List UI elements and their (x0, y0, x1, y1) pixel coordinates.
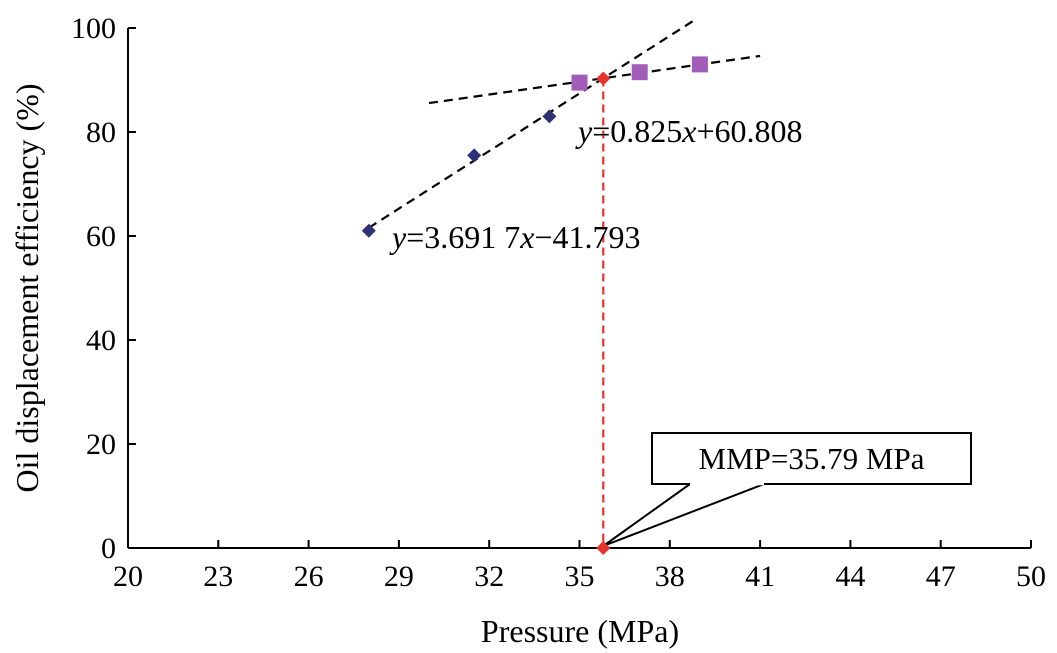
x-tick-label: 38 (655, 560, 685, 593)
y-tick-label: 100 (71, 12, 116, 45)
y-tick-label: 80 (86, 116, 116, 149)
mmp-callout-box (651, 432, 972, 485)
x-tick-label: 26 (294, 560, 324, 593)
y-tick-label: 60 (86, 220, 116, 253)
mmp-callout-pointer (602, 483, 765, 547)
fit-1-coef: =3.691 7 (406, 219, 520, 255)
mmp-axis-marker (596, 541, 611, 555)
data-point-diamond (361, 223, 376, 238)
fit-1-const: −41.793 (534, 219, 640, 255)
data-point-square (571, 74, 588, 91)
fit-2-coef: =0.825 (592, 113, 682, 149)
fit-1-x-var: x (519, 219, 534, 255)
x-tick-label: 23 (203, 560, 233, 593)
fit-2-const: +60.808 (696, 113, 802, 149)
mmp-label: MMP=35.79 MPa (699, 441, 925, 476)
mmp-annotation: MMP=35.79 MPa (602, 78, 972, 548)
y-axis-title: Oil displacement efficiency (%) (9, 83, 45, 492)
x-tick-label: 32 (474, 560, 504, 593)
x-tick-label: 29 (384, 560, 414, 593)
data-point-square (691, 56, 708, 73)
fit-1-equation-label: y=3.691 7x−41.793 (389, 219, 641, 255)
fit-2-x-var: x (681, 113, 696, 149)
x-tick-label: 41 (745, 560, 775, 593)
x-tick-label: 50 (1016, 560, 1046, 593)
data-point-diamond (542, 109, 557, 124)
data-point-diamond (467, 148, 482, 163)
x-tick-label: 20 (113, 560, 143, 593)
x-axis-title: Pressure (MPa) (481, 613, 679, 649)
fit-2-line (428, 54, 761, 105)
y-tick-label: 20 (86, 428, 116, 461)
x-tick-label: 35 (565, 560, 595, 593)
mmp-intersection-marker (596, 71, 611, 86)
fit-2-y-var: y (575, 113, 593, 149)
data-points (361, 56, 708, 555)
fit-1-y-var: y (389, 219, 407, 255)
fit-1-line (368, 19, 695, 229)
fit-2-equation-label: y=0.825x+60.808 (575, 113, 803, 149)
x-tick-label: 44 (835, 560, 865, 593)
y-tick-label: 0 (101, 532, 116, 565)
data-point-square (631, 64, 648, 81)
x-tick-label: 47 (926, 560, 956, 593)
y-tick-label: 40 (86, 324, 116, 357)
